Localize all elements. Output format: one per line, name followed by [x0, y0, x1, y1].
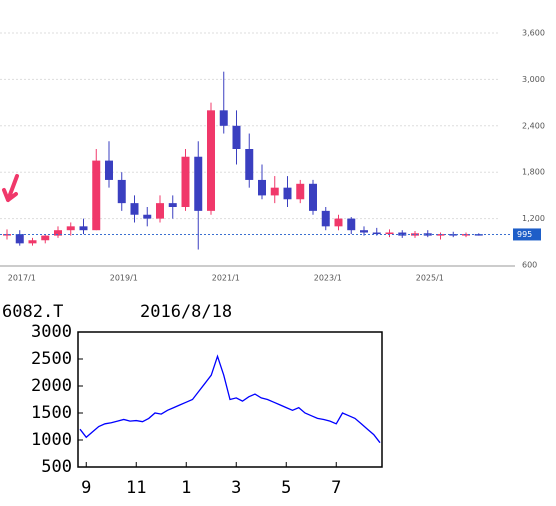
y-tick-label: 3,000 — [522, 75, 545, 84]
candle-body — [411, 233, 419, 236]
x-tick-label: 2021/1 — [212, 274, 240, 283]
y-tick-label: 500 — [41, 457, 72, 477]
candle-body — [28, 240, 37, 244]
candle-body — [283, 187, 292, 200]
candle-body — [92, 160, 101, 231]
candle-body — [130, 203, 139, 215]
y-tick-label: 600 — [522, 261, 537, 270]
y-tick-label: 1,200 — [522, 214, 545, 223]
candle-body — [398, 232, 407, 236]
candle-body — [474, 234, 483, 236]
candle-body — [372, 232, 381, 235]
y-tick-label: 2000 — [31, 376, 72, 396]
candle-body — [143, 214, 152, 219]
candle-body — [334, 218, 343, 227]
candlestick-chart: 600 1,200 1,800 2,400 3,000 3,600 2017/1 2019/1… — [0, 29, 545, 283]
y-tick-label: 1,800 — [522, 168, 545, 177]
candle-body — [321, 210, 330, 227]
chart-title: 6082.T — [2, 302, 63, 322]
candle-body — [15, 234, 24, 244]
candle-body — [168, 203, 177, 207]
x-tick-label: 3 — [231, 478, 241, 498]
candle-body — [347, 218, 356, 231]
line-chart: 6082.T 2016/8/18 500 1000 1500 2000 2500 3000… — [2, 302, 383, 498]
x-tick-label: 2023/1 — [314, 274, 342, 283]
y-tick-label: 2,400 — [522, 121, 545, 130]
candle-body — [258, 179, 266, 196]
last-price-label: 995 — [517, 230, 532, 239]
y-tick-label: 3,600 — [522, 29, 545, 38]
candle-body — [54, 230, 62, 236]
x-tick-label: 5 — [281, 478, 291, 498]
x-tick-label: 7 — [331, 478, 341, 498]
candle-body — [66, 226, 75, 231]
y-tick-label: 3000 — [31, 322, 72, 342]
price-line — [79, 354, 381, 444]
candle-body — [207, 110, 215, 211]
x-tick-label: 2019/1 — [110, 274, 138, 283]
x-tick-label: 2017/1 — [8, 274, 36, 283]
candle-body — [232, 125, 241, 149]
candle-body — [423, 233, 432, 236]
candle-body — [105, 160, 113, 180]
candle-body — [309, 183, 317, 211]
candle-body — [181, 156, 190, 207]
candle-body — [245, 149, 254, 180]
chart-subtitle: 2016/8/18 — [140, 302, 232, 322]
candle-body — [270, 187, 279, 196]
y-tick-label: 1000 — [31, 430, 72, 450]
candle-body — [79, 226, 88, 231]
y-tick-label: 1500 — [31, 403, 72, 423]
candle-body — [194, 156, 203, 211]
last-price-tag — [513, 228, 541, 241]
candle-body — [3, 234, 11, 236]
candle-body — [117, 179, 126, 204]
x-tick-label: 2025/1 — [416, 274, 444, 283]
plot-frame — [77, 331, 383, 468]
x-tick-label: 11 — [126, 478, 146, 498]
x-tick-label: 1 — [181, 478, 191, 498]
x-tick-label: 9 — [81, 478, 91, 498]
candle-body — [360, 230, 368, 233]
candle-body — [219, 110, 228, 126]
candle-body — [296, 183, 305, 200]
arrow — [2, 174, 19, 202]
y-tick-label: 2500 — [31, 349, 72, 369]
candle-body — [385, 232, 394, 235]
candle-body — [156, 203, 164, 219]
candle-body — [41, 235, 50, 241]
